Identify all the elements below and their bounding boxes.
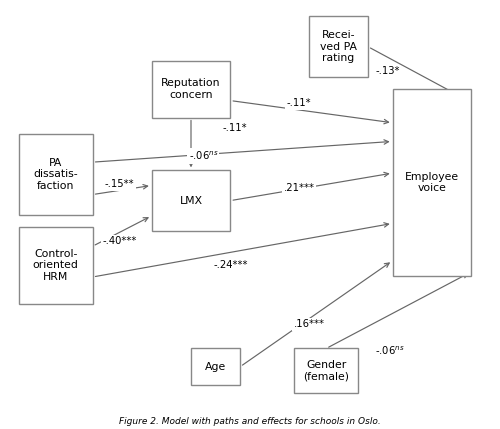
Text: Control-
oriented
HRM: Control- oriented HRM	[33, 249, 78, 282]
Text: -.11*: -.11*	[223, 123, 248, 133]
Text: Recei-
ved PA
rating: Recei- ved PA rating	[320, 30, 357, 63]
FancyBboxPatch shape	[152, 170, 230, 231]
Text: -.06$^{ns}$: -.06$^{ns}$	[376, 344, 405, 356]
Text: LMX: LMX	[180, 196, 203, 205]
Text: Figure 2. Model with paths and effects for schools in Oslo.: Figure 2. Model with paths and effects f…	[119, 417, 381, 426]
FancyBboxPatch shape	[19, 134, 92, 215]
Text: Employee
voice: Employee voice	[405, 172, 459, 193]
FancyBboxPatch shape	[294, 348, 358, 393]
Text: -.40***: -.40***	[102, 236, 137, 246]
FancyBboxPatch shape	[191, 348, 240, 385]
FancyBboxPatch shape	[392, 89, 471, 275]
FancyBboxPatch shape	[309, 16, 368, 77]
Text: -.13*: -.13*	[376, 66, 400, 76]
Text: -.24***: -.24***	[213, 260, 248, 270]
Text: Gender
(female): Gender (female)	[303, 360, 349, 381]
Text: Age: Age	[205, 362, 226, 372]
Text: -.11*: -.11*	[287, 98, 312, 109]
Text: -.06$^{ns}$: -.06$^{ns}$	[188, 150, 218, 162]
Text: .16***: .16***	[294, 319, 324, 329]
Text: -.15**: -.15**	[105, 179, 134, 190]
Text: PA
dissatis-
faction: PA dissatis- faction	[34, 158, 78, 191]
Text: Reputation
concern: Reputation concern	[161, 79, 221, 100]
Text: .21***: .21***	[284, 184, 314, 193]
FancyBboxPatch shape	[152, 61, 230, 118]
FancyBboxPatch shape	[19, 227, 92, 304]
